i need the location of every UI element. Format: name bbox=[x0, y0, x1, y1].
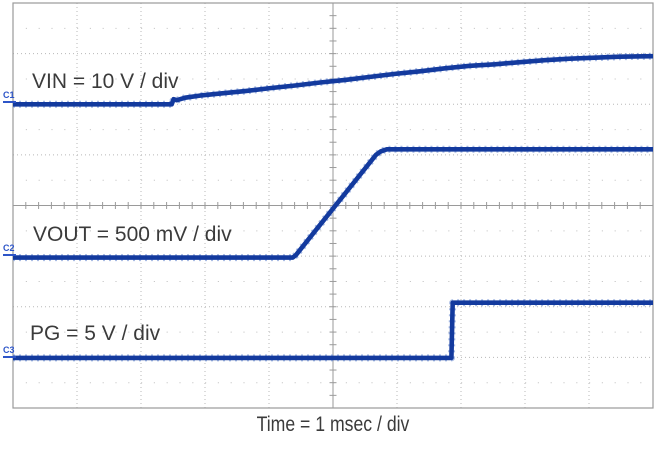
channel-1-marker: C1 bbox=[3, 91, 16, 103]
vin-scale-label: VIN = 10 V / div bbox=[32, 70, 179, 93]
trace-vout bbox=[13, 147, 653, 260]
trace-vin bbox=[13, 53, 654, 107]
channel-3-marker: C3 bbox=[3, 346, 16, 358]
channel-2-marker: C2 bbox=[3, 244, 16, 256]
trace-pg bbox=[13, 300, 653, 361]
vout-scale-label: VOUT = 500 mV / div bbox=[33, 223, 232, 246]
pg-scale-label: PG = 5 V / div bbox=[30, 322, 161, 345]
time-scale-label: Time = 1 msec / div bbox=[256, 413, 410, 436]
waveform-traces bbox=[13, 52, 654, 362]
